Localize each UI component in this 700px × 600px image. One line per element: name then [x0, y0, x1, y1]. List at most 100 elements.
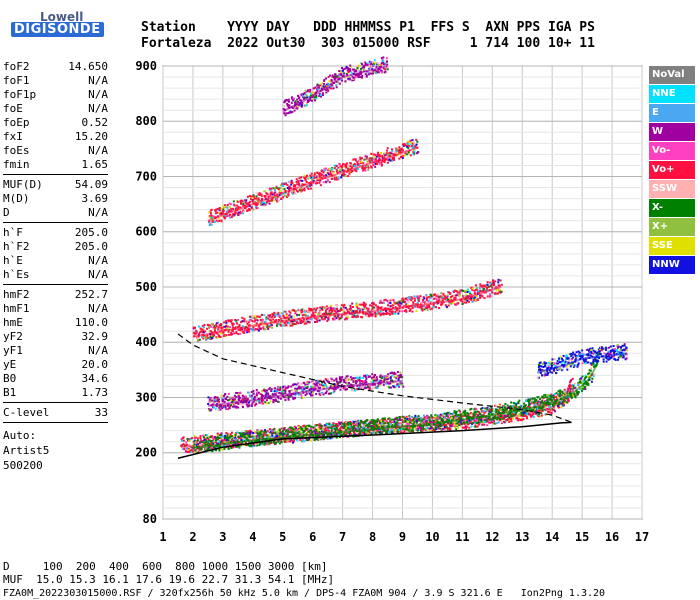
echo-point: [383, 160, 386, 163]
echo-point: [235, 432, 238, 435]
echo-point: [455, 413, 458, 416]
echo-point: [351, 166, 354, 169]
echo-point: [447, 415, 450, 418]
echo-point: [275, 185, 278, 188]
echo-point: [386, 428, 389, 431]
echo-point: [525, 400, 528, 403]
echo-point: [309, 429, 312, 432]
echo-point: [481, 295, 484, 298]
echo-point: [439, 427, 442, 430]
echo-point: [253, 201, 256, 204]
echo-point: [257, 198, 260, 201]
echo-point: [212, 437, 215, 440]
echo-point: [479, 283, 482, 286]
echo-point: [197, 442, 200, 445]
echo-point: [403, 304, 406, 307]
echo-point: [204, 444, 207, 447]
echo-point: [508, 412, 511, 415]
echo-point: [373, 303, 376, 306]
echo-point: [339, 426, 342, 429]
echo-point: [437, 425, 440, 428]
echo-point: [394, 429, 397, 432]
echo-point: [398, 416, 401, 419]
echo-point: [227, 434, 230, 437]
echo-point: [496, 416, 499, 419]
echo-point: [450, 425, 453, 428]
echo-point: [243, 204, 246, 207]
echo-point: [371, 159, 374, 162]
echo-point: [231, 330, 234, 333]
echo-point: [258, 437, 261, 440]
echo-point: [208, 440, 211, 443]
echo-point: [211, 435, 214, 438]
echo-point: [293, 310, 296, 313]
echo-point: [503, 410, 506, 413]
echo-point: [431, 417, 434, 420]
echo-point: [394, 424, 397, 427]
echo-point: [360, 161, 363, 164]
echo-point: [286, 429, 289, 432]
echo-point: [239, 212, 242, 215]
echo-point: [265, 318, 268, 321]
echo-point: [209, 223, 212, 226]
echo-point: [342, 426, 345, 429]
echo-point: [367, 429, 370, 432]
echo-point: [588, 369, 591, 372]
echo-point: [190, 446, 193, 449]
echo-point: [377, 151, 380, 154]
echo-point: [359, 157, 362, 160]
echo-point: [249, 200, 252, 203]
echo-point: [435, 298, 438, 301]
echo-point: [257, 325, 260, 328]
echo-point: [590, 376, 593, 379]
echo-point: [229, 213, 232, 216]
echo-point: [213, 446, 216, 449]
echo-point: [198, 332, 201, 335]
echo-point: [341, 422, 344, 425]
echo-point: [288, 310, 291, 313]
echo-point: [320, 426, 323, 429]
echo-point: [274, 314, 277, 317]
echo-point: [457, 415, 460, 418]
echo-point: [273, 192, 276, 195]
echo-point: [430, 421, 433, 424]
echo-point: [314, 432, 317, 435]
echo-point: [549, 405, 552, 408]
echo-point: [385, 149, 388, 152]
echo-point: [508, 417, 511, 420]
echo-point: [416, 306, 419, 309]
echo-point: [275, 434, 278, 437]
echo-point: [420, 430, 423, 433]
param-row: h`F 205.0: [3, 226, 108, 240]
echo-point: [337, 315, 340, 318]
echo-point: [380, 301, 383, 304]
echo-point: [481, 423, 484, 426]
echo-point: [320, 434, 323, 437]
echo-point: [460, 289, 463, 292]
echo-point: [580, 381, 583, 384]
echo-point: [381, 301, 384, 304]
echo-point: [414, 418, 417, 421]
echo-point: [260, 429, 263, 432]
echo-point: [550, 412, 553, 415]
echo-point: [291, 428, 294, 431]
echo-point: [566, 391, 569, 394]
echo-point: [372, 157, 375, 160]
echo-point: [435, 428, 438, 431]
echo-point: [274, 432, 277, 435]
echo-point: [510, 415, 513, 418]
echo-point: [474, 425, 477, 428]
echo-point: [229, 433, 232, 436]
echo-point: [455, 428, 458, 431]
echo-point: [494, 280, 497, 283]
echo-point: [325, 174, 328, 177]
echo-point: [460, 299, 463, 302]
param-row: h`E N/A: [3, 254, 108, 268]
echo-point: [463, 423, 466, 426]
echo-point: [541, 405, 544, 408]
echo-point: [314, 425, 317, 428]
echo-point: [383, 422, 386, 425]
echo-point: [229, 319, 232, 322]
echo-point: [462, 413, 465, 416]
echo-point: [296, 190, 299, 193]
